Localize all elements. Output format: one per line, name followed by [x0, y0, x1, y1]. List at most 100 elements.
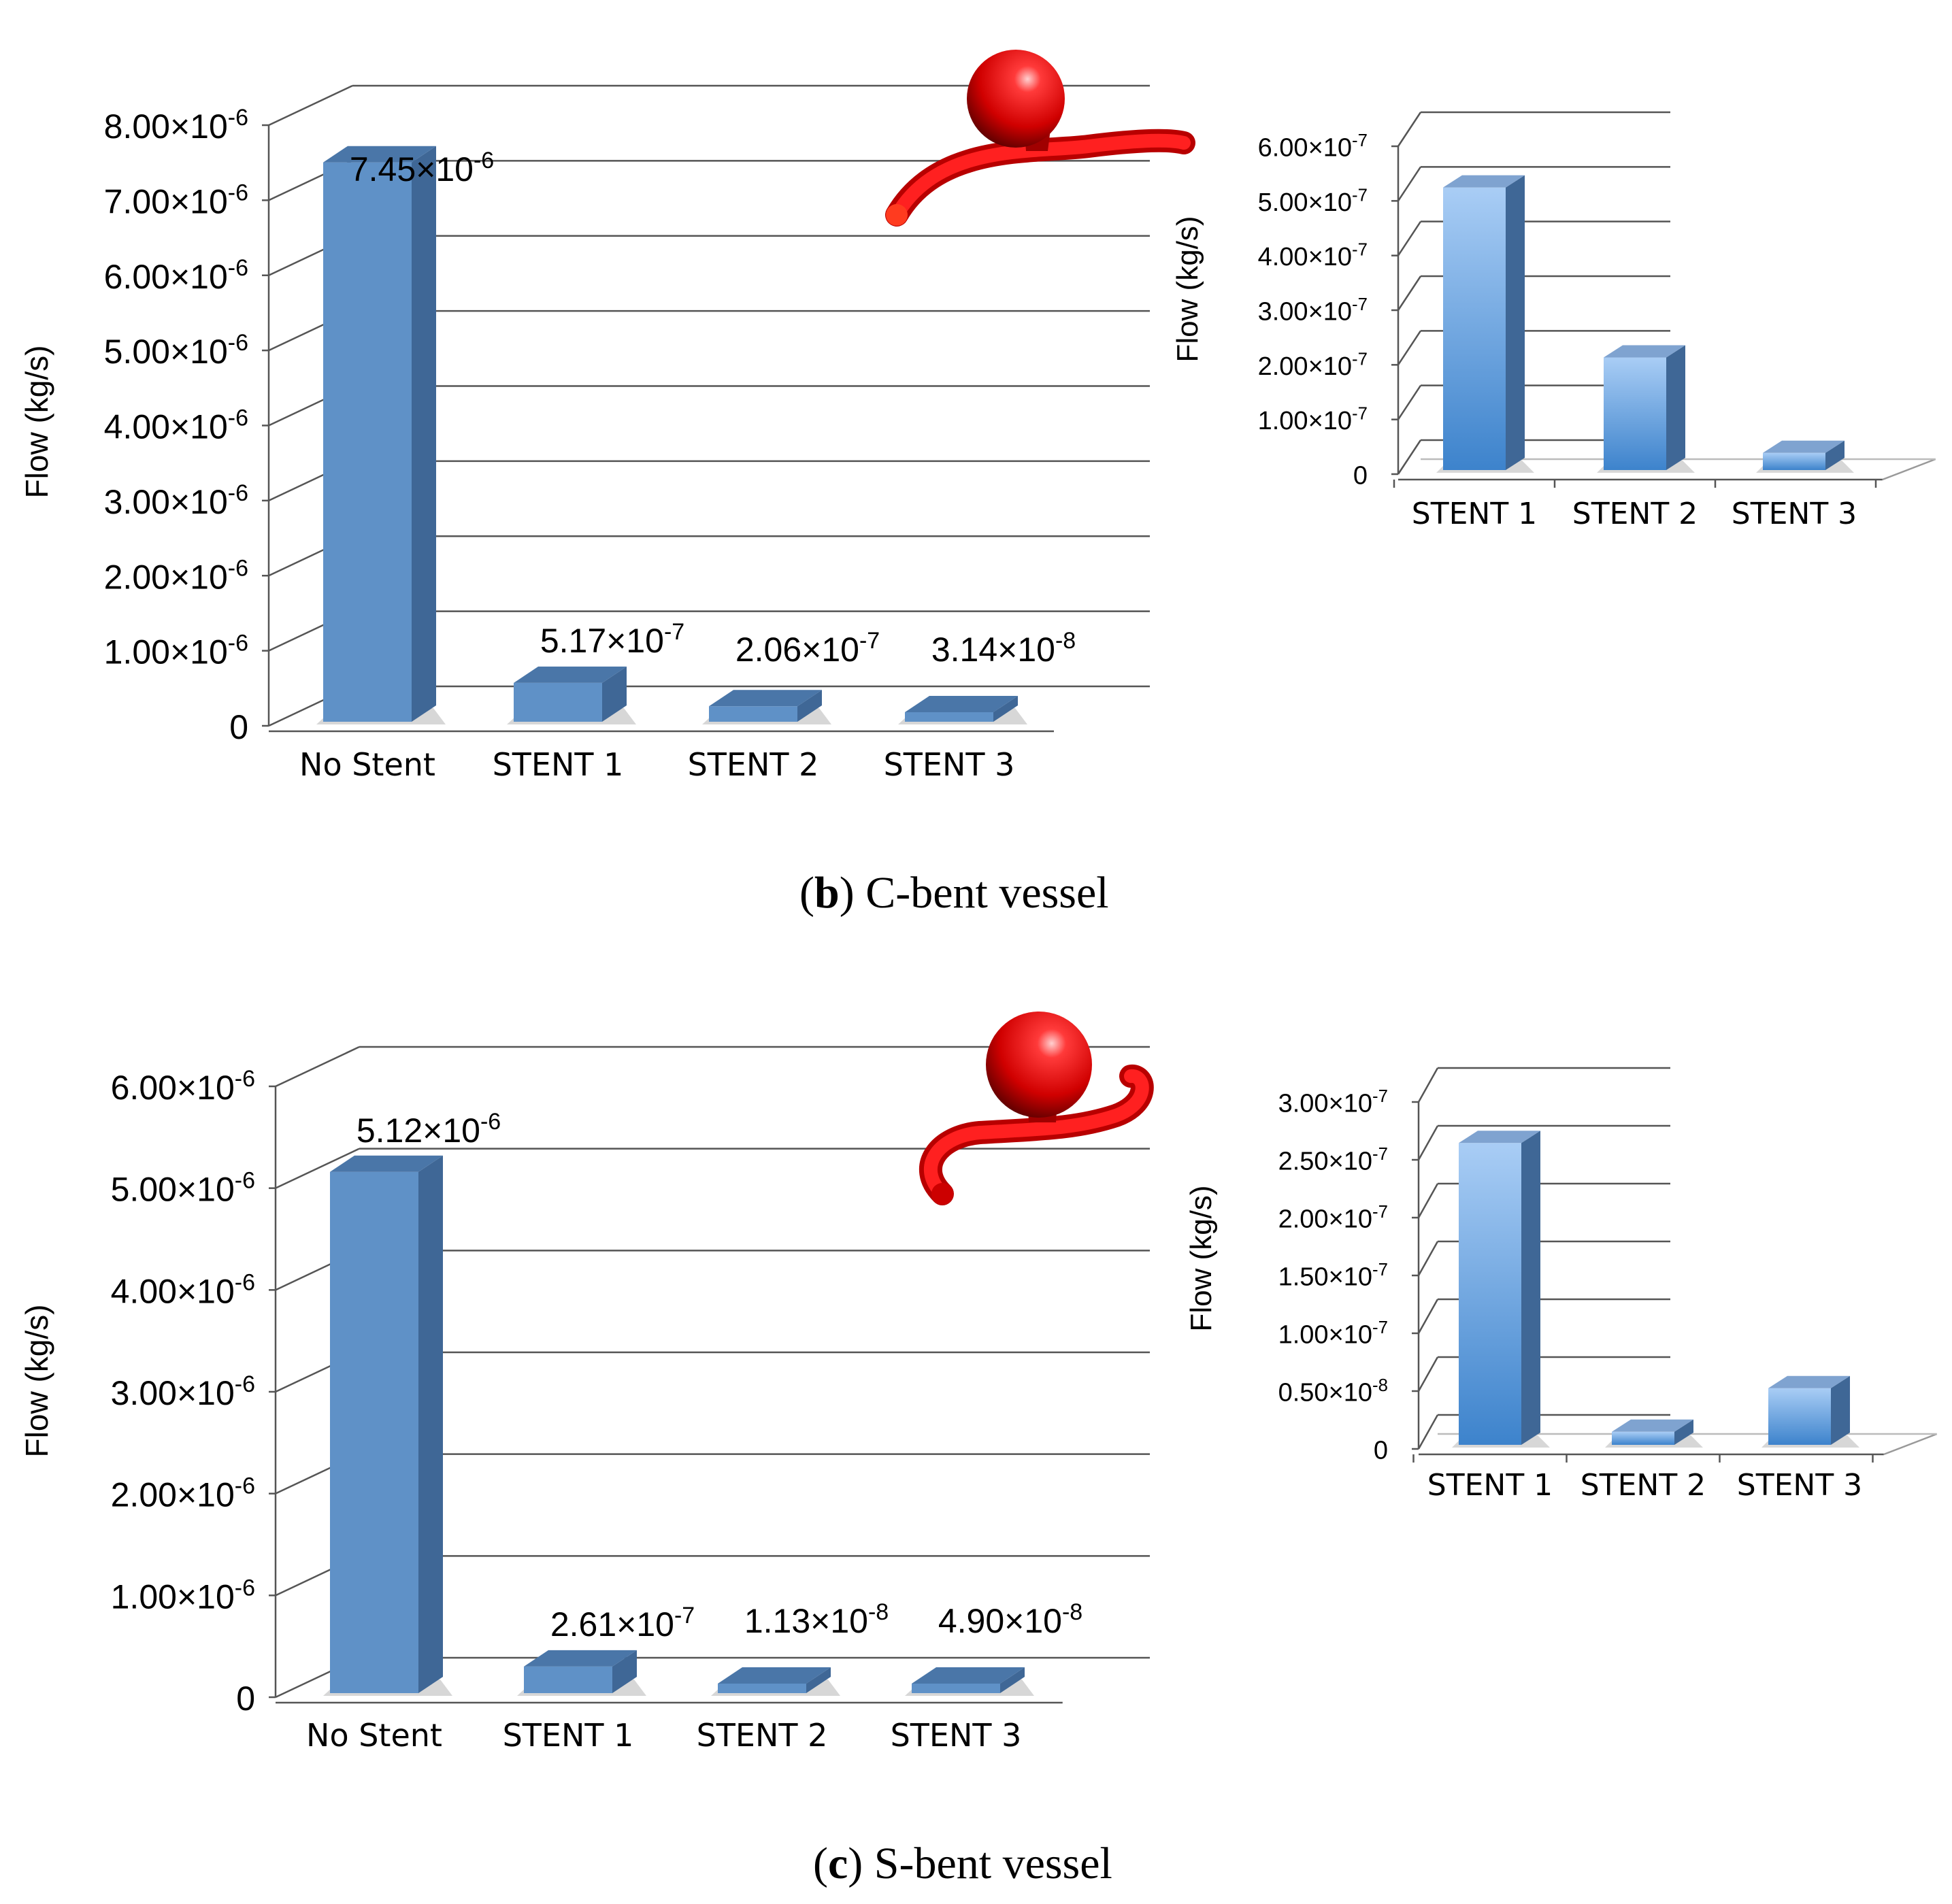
x-category-label: STENT 3	[1732, 497, 1857, 531]
bar-side	[1674, 1419, 1693, 1445]
y-tick-label: 2.00×10-6	[104, 555, 248, 596]
bar-side	[806, 1667, 831, 1693]
y-tick-label: 6.00×10-6	[111, 1066, 255, 1107]
gridline-side	[275, 1148, 360, 1189]
y-tick-label: 1.00×10-6	[104, 631, 248, 671]
bar-side	[418, 1155, 443, 1693]
y-tick-label: 4.00×10-7	[1258, 241, 1368, 271]
y-axis-title: Flow (kg/s)	[1185, 1185, 1218, 1331]
bar-side	[1506, 175, 1525, 470]
y-tick-label: 2.00×10-7	[1278, 1203, 1388, 1233]
bar-side	[797, 690, 822, 722]
bar	[1604, 357, 1666, 470]
gridline-side	[1417, 1299, 1439, 1334]
y-tick-label: 0	[1353, 461, 1368, 490]
bar	[1443, 187, 1506, 470]
x-category-label: STENT 1	[1427, 1468, 1553, 1503]
bar-top	[1763, 440, 1845, 453]
bar-top	[323, 146, 436, 163]
x-category-label: STENT 2	[1572, 497, 1698, 531]
x-category-label: STENT 3	[884, 746, 1015, 783]
gridline-side	[1417, 1125, 1439, 1160]
bar-top	[709, 690, 822, 707]
s-bent-vessel-illustration	[919, 1012, 1154, 1205]
gridline-side	[1397, 330, 1422, 366]
y-tick-label: 3.00×10-7	[1278, 1087, 1388, 1118]
caption-c-text: S-bent vessel	[874, 1839, 1112, 1888]
bar	[905, 712, 993, 722]
y-tick-label: 5.00×10-7	[1258, 186, 1368, 216]
bar	[524, 1666, 612, 1693]
gridline-side	[1397, 166, 1422, 202]
y-tick-label: 0	[236, 1680, 255, 1718]
bar	[1768, 1388, 1831, 1445]
bar	[709, 706, 797, 722]
gridline-side	[268, 84, 353, 127]
bar-side	[993, 696, 1018, 722]
floor-edge	[1882, 458, 1936, 481]
x-category-label: STENT 1	[503, 1717, 634, 1754]
y-tick-label: 1.50×10-7	[1278, 1260, 1388, 1291]
y-tick-label: 1.00×10-7	[1278, 1318, 1388, 1349]
data-label: 5.12×10-6	[357, 1109, 501, 1150]
chart-c-main: 0 1.00×10-6 2.00×10-6 3.00×10-6 4.00×10-6 5.0…	[19, 1046, 1150, 1754]
y-tick-label: 1.00×10-6	[111, 1575, 255, 1616]
bar-side	[1521, 1131, 1540, 1445]
caption-b-text: C-bent vessel	[865, 868, 1109, 918]
bar-top	[912, 1667, 1025, 1684]
y-tick-label: 0	[229, 708, 248, 746]
bar-side	[412, 146, 436, 722]
gridline-side	[1397, 439, 1422, 475]
caption-b-letter: b	[814, 868, 840, 918]
bar-top	[514, 666, 627, 683]
bar-side	[1831, 1375, 1850, 1445]
bar-top	[1459, 1131, 1540, 1143]
gridline-side	[1397, 275, 1422, 311]
bar	[1459, 1143, 1521, 1445]
gridline-side	[1417, 1356, 1439, 1392]
bar-side	[612, 1650, 637, 1693]
y-tick-label: 8.00×10-6	[104, 105, 248, 146]
gridline-side	[1397, 220, 1422, 256]
bar	[514, 682, 602, 722]
bar-top	[1612, 1419, 1693, 1432]
bar-side	[602, 666, 627, 722]
bar-side	[1666, 345, 1685, 470]
x-category-label: No Stent	[306, 1717, 442, 1754]
chart-b-inset: 0 1.00×10-7 2.00×10-7 3.00×10-7 4.00×10-7 5.0…	[1171, 111, 1936, 531]
chart-c-inset: 0 0.50×10-8 1.00×10-7 1.50×10-7 2.00×10-7 2.5…	[1185, 1067, 1938, 1503]
bar-top	[1768, 1375, 1850, 1388]
bar-top	[718, 1667, 831, 1684]
y-tick-label: 6.00×10-6	[104, 255, 248, 296]
x-category-label: STENT 3	[1737, 1468, 1862, 1503]
bar-top	[330, 1155, 443, 1172]
caption-c-letter: c	[827, 1839, 848, 1888]
bar-top	[524, 1650, 637, 1667]
y-tick-label: 5.00×10-6	[104, 330, 248, 371]
y-tick-label: 2.00×10-6	[111, 1473, 255, 1514]
data-label: 2.61×10-7	[550, 1603, 695, 1643]
x-category-label: No Stent	[299, 746, 435, 783]
c-bent-vessel-illustration	[885, 50, 1195, 227]
y-axis-title: Flow (kg/s)	[1171, 216, 1204, 362]
data-label: 1.13×10-8	[744, 1599, 889, 1640]
gridline-side	[1417, 1183, 1439, 1218]
x-category-label: STENT 1	[1412, 497, 1537, 531]
bar-top	[1604, 345, 1685, 358]
caption-c: (c) S-bent vessel	[813, 1839, 1112, 1888]
caption-b: (b) C-bent vessel	[799, 868, 1109, 918]
bar	[330, 1171, 418, 1693]
x-category-label: STENT 2	[1581, 1468, 1706, 1503]
bar-side	[1825, 440, 1845, 470]
data-label: 4.90×10-8	[938, 1599, 1082, 1640]
x-category-label: STENT 2	[697, 1717, 828, 1754]
bar	[912, 1684, 1000, 1693]
data-label: 5.17×10-7	[540, 619, 684, 660]
y-tick-label: 4.00×10-6	[104, 405, 248, 446]
bar	[718, 1684, 806, 1693]
chart-b-main: 0 1.00×10-6 2.00×10-6 3.00×10-6 4.00×10-6 5.0…	[19, 84, 1150, 783]
gridline-side	[1417, 1241, 1439, 1276]
bar-side	[1000, 1667, 1025, 1693]
bar	[323, 162, 412, 722]
